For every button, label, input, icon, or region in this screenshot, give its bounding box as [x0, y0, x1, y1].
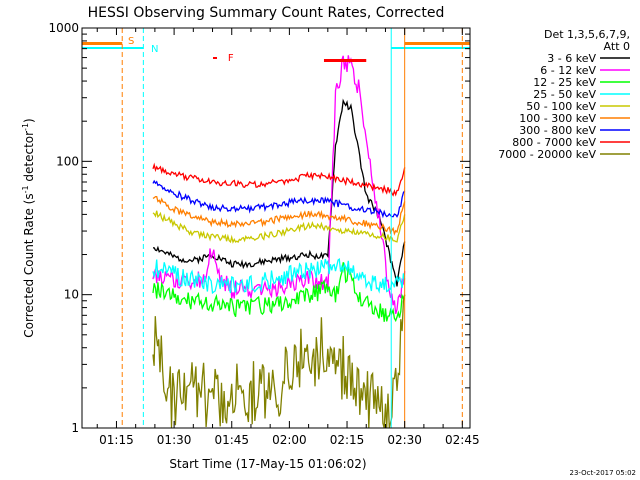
legend-entry-5: 100 - 300 keV — [519, 112, 596, 125]
x-axis-label: Start Time (17-May-15 01:06:02) — [169, 457, 366, 471]
legend-entry-8: 7000 - 20000 keV — [498, 148, 596, 161]
series-line-8 — [152, 294, 406, 429]
plot-area: S N F 01:15 01:30 01:45 02:00 02:15 02:30 02:45 1 1… — [48, 21, 479, 447]
legend-header-line1: Det 1,3,5,6,7,9, — [544, 28, 630, 41]
series-line-0 — [152, 98, 406, 287]
state-bar-0 — [82, 42, 123, 45]
state-bar-4 — [323, 59, 367, 62]
flag-label-n: N — [151, 44, 158, 55]
y-tick-label-3: 1000 — [48, 21, 79, 35]
y-tick-label-2: 100 — [56, 154, 79, 168]
x-tick-label-5: 02:30 — [387, 433, 422, 447]
legend-entry-1: 6 - 12 keV — [540, 64, 596, 77]
legend-entry-7: 800 - 7000 keV — [512, 136, 596, 149]
state-bar-5 — [213, 57, 217, 59]
y-axis-label: Corrected Count Rate (s-1 detector-1) — [21, 118, 36, 337]
footer-date: 23-Oct-2017 05:02 — [570, 469, 636, 477]
x-tick-label-6: 02:45 — [445, 433, 480, 447]
series-line-1 — [152, 55, 406, 314]
flag-label-f: F — [228, 53, 234, 64]
x-tick-label-2: 01:45 — [214, 433, 249, 447]
plot-frame — [81, 27, 471, 429]
chart-title: HESSI Observing Summary Count Rates, Cor… — [88, 5, 445, 21]
legend-entry-4: 50 - 100 keV — [526, 100, 596, 113]
y-axis-label-mid: detector — [22, 131, 36, 186]
y-axis-label-main: Corrected Count Rate (s — [22, 193, 36, 337]
series-line-2 — [152, 262, 406, 323]
legend-header-line2: Att 0 — [604, 40, 630, 53]
flag-label-s: S — [128, 36, 134, 47]
legend-entry-6: 300 - 800 keV — [519, 124, 596, 137]
series-line-7 — [152, 162, 406, 197]
legend-entry-3: 25 - 50 keV — [533, 88, 596, 101]
series-line-4 — [152, 210, 406, 244]
series-line-5 — [152, 195, 406, 236]
x-tick-label-3: 02:00 — [272, 433, 307, 447]
y-tick-label-1: 10 — [64, 288, 79, 302]
legend-entry-0: 3 - 6 keV — [547, 52, 596, 65]
y-axis-label-sup2: -1 — [21, 123, 30, 131]
y-axis-label-sup1: -1 — [21, 185, 30, 193]
y-axis-label-end: ) — [22, 118, 36, 123]
state-bar-2 — [82, 47, 144, 49]
x-tick-label-0: 01:15 — [99, 433, 134, 447]
series-line-6 — [152, 179, 406, 219]
x-tick-label-4: 02:15 — [330, 433, 365, 447]
series-line-3 — [152, 258, 406, 295]
y-tick-label-0: 1 — [71, 421, 79, 435]
state-bar-1 — [404, 42, 470, 45]
legend-entry-2: 12 - 25 keV — [533, 76, 596, 89]
state-bar-3 — [391, 47, 470, 49]
x-tick-label-1: 01:30 — [157, 433, 192, 447]
